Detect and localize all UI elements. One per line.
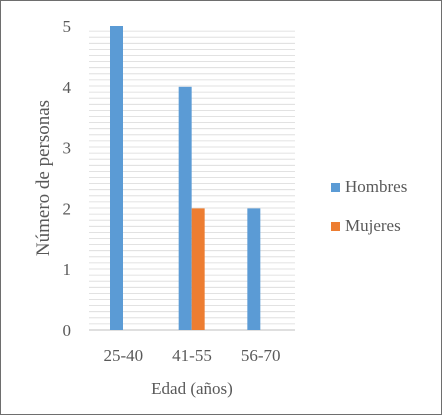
bar-hombres-56-70 bbox=[247, 208, 261, 330]
x-axis-label: Edad (años) bbox=[151, 379, 233, 398]
y-tick-label: 2 bbox=[63, 199, 72, 218]
x-tick-label: 25-40 bbox=[103, 346, 143, 365]
y-tick-label: 1 bbox=[63, 260, 72, 279]
legend-label-mujeres: Mujeres bbox=[345, 216, 401, 235]
y-tick-label: 3 bbox=[63, 139, 72, 158]
legend-swatch-mujeres bbox=[331, 222, 340, 231]
y-tick-label: 4 bbox=[63, 78, 72, 97]
y-tick-label: 0 bbox=[63, 321, 72, 340]
x-tick-labels: 25-40 41-55 56-70 bbox=[103, 346, 280, 365]
bar-hombres-25-40 bbox=[110, 26, 123, 330]
y-tick-label: 5 bbox=[63, 17, 72, 36]
y-axis-label: Número de personas bbox=[33, 100, 54, 256]
legend-label-hombres: Hombres bbox=[345, 177, 407, 196]
bars bbox=[110, 26, 261, 330]
y-tick-labels: 0 1 2 3 4 5 bbox=[63, 17, 72, 340]
legend: Hombres Mujeres bbox=[331, 177, 407, 235]
x-tick-label: 41-55 bbox=[172, 346, 212, 365]
x-tick-label: 56-70 bbox=[241, 346, 281, 365]
bar-hombres-41-55 bbox=[178, 86, 192, 330]
legend-swatch-hombres bbox=[331, 183, 340, 192]
bar-mujeres-41-55 bbox=[191, 208, 205, 330]
